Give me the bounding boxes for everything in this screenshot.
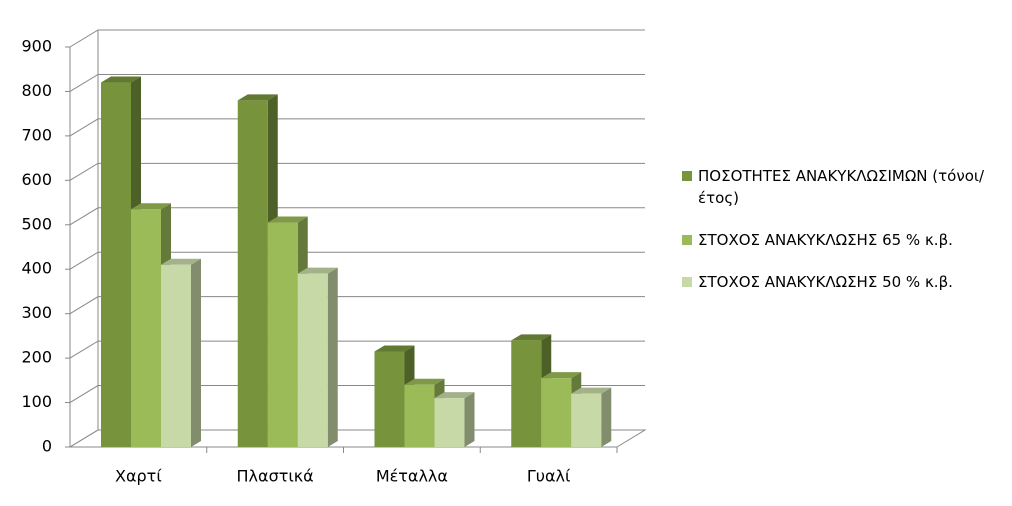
bar-front xyxy=(237,100,268,447)
y-tick-label: 800 xyxy=(21,81,52,100)
legend-swatch xyxy=(682,277,692,287)
bar xyxy=(434,392,475,447)
y-tick-label: 600 xyxy=(21,170,52,189)
bar-top xyxy=(101,76,141,83)
bar xyxy=(161,258,201,447)
bar-side xyxy=(191,258,201,447)
bar xyxy=(571,387,612,447)
bar-top xyxy=(161,258,201,265)
x-tick-label: Πλαστικά xyxy=(237,467,314,486)
grid-line xyxy=(69,162,645,181)
legend-label: ΠΟΣΟΤΗΤΕΣ ΑΝΑΚΥΚΛΩΣΙΜΩΝ (τόνοι/έτος) xyxy=(698,167,985,207)
grid-line xyxy=(69,251,645,270)
x-tick-label: Μέταλλα xyxy=(376,467,448,486)
bar-front xyxy=(571,393,602,447)
bar xyxy=(297,267,338,447)
bar-front xyxy=(297,273,328,447)
bar-front xyxy=(434,398,465,447)
bar-front xyxy=(511,340,542,447)
grid-line xyxy=(69,118,645,137)
bar-top xyxy=(374,345,415,352)
bar-side xyxy=(601,387,612,447)
legend-swatch xyxy=(682,235,692,245)
y-tick-label: 900 xyxy=(21,37,52,56)
bar-top xyxy=(131,203,171,210)
bar-top xyxy=(434,392,475,399)
grid-line xyxy=(69,207,645,226)
bar-top xyxy=(511,334,552,341)
bar-side xyxy=(464,392,475,447)
bar-front xyxy=(541,378,572,447)
bar-front xyxy=(404,384,435,447)
bar-front xyxy=(161,264,191,447)
x-tick-label: Γυαλί xyxy=(527,467,571,486)
bar-top xyxy=(541,372,582,379)
bar-top xyxy=(297,267,338,274)
y-tick-label: 700 xyxy=(21,125,52,144)
bar-front xyxy=(374,351,405,447)
legend-item: ΣΤΟΧΟΣ ΑΝΑΚΥΚΛΩΣΗΣ 50 % κ.β. xyxy=(682,271,1002,293)
legend-swatch xyxy=(682,171,692,181)
bar-top xyxy=(404,378,445,385)
bar-front xyxy=(267,222,298,447)
y-tick-label: 500 xyxy=(21,214,52,233)
y-tick-label: 100 xyxy=(21,392,52,411)
legend-label: ΣΤΟΧΟΣ ΑΝΑΚΥΚΛΩΣΗΣ 65 % κ.β. xyxy=(698,231,953,249)
y-tick-label: 200 xyxy=(21,348,52,367)
bar-front xyxy=(101,82,131,448)
y-tick-label: 300 xyxy=(21,303,52,322)
y-tick-label: 400 xyxy=(21,259,52,278)
x-tick-label: Χαρτί xyxy=(115,467,162,486)
y-tick-label: 0 xyxy=(42,437,52,456)
grid-line xyxy=(69,385,645,403)
bar-top xyxy=(237,94,278,101)
grid-line xyxy=(69,73,645,92)
legend: ΠΟΣΟΤΗΤΕΣ ΑΝΑΚΥΚΛΩΣΙΜΩΝ (τόνοι/έτος) ΣΤΟΧ… xyxy=(682,165,1002,313)
bar-side xyxy=(327,267,338,447)
legend-label: ΣΤΟΧΟΣ ΑΝΑΚΥΚΛΩΣΗΣ 50 % κ.β. xyxy=(698,273,953,291)
bar-top xyxy=(571,387,612,394)
grid-line xyxy=(69,340,645,359)
bar-front xyxy=(131,209,161,447)
bar-top xyxy=(267,216,308,223)
legend-item: ΣΤΟΧΟΣ ΑΝΑΚΥΚΛΩΣΗΣ 65 % κ.β. xyxy=(682,229,1002,251)
grid-line xyxy=(69,296,645,315)
grid-line xyxy=(69,29,645,48)
legend-item: ΠΟΣΟΤΗΤΕΣ ΑΝΑΚΥΚΛΩΣΙΜΩΝ (τόνοι/έτος) xyxy=(682,165,1002,209)
